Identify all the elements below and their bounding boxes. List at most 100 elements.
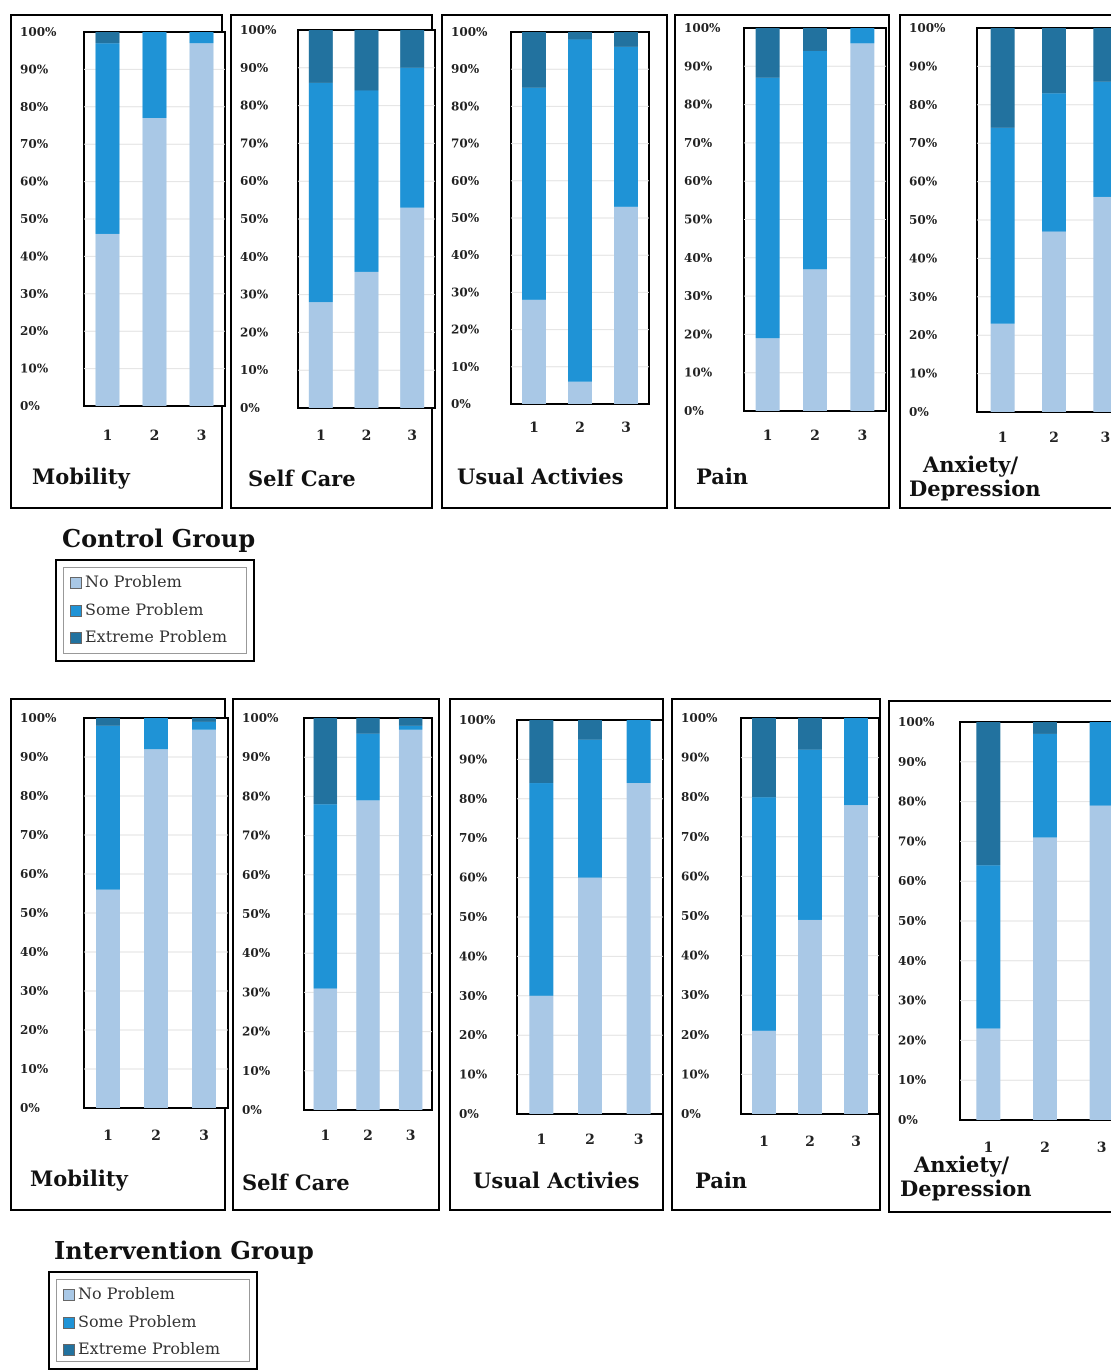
bar-segment-no-problem: [752, 1030, 776, 1114]
intervention-chart-anxiety-depression: 0% 10% 20% 30% 40% 50% 60% 70% 80% 90% 100% 1 2 3: [898, 715, 1111, 1156]
y-tick-label: 90%: [909, 59, 938, 73]
y-tick-label: 50%: [459, 910, 488, 924]
y-tick-label: 70%: [459, 831, 488, 845]
y-tick-label: 80%: [242, 789, 271, 803]
chart-title-line-2: Depression: [909, 476, 1041, 501]
bar-segment-extreme-problem: [803, 28, 827, 51]
bar-segment-no-problem: [1042, 231, 1066, 412]
bar-segment-no-problem: [308, 302, 333, 408]
bar-segment-some-problem: [578, 739, 602, 878]
x-tick-label: 1: [529, 420, 539, 436]
x-tick-label: 1: [763, 428, 773, 444]
intervention-chart-pain-panel: 0% 10% 20% 30% 40% 50% 60% 70% 80% 90% 100% 1 2 3 Pai…: [671, 698, 881, 1211]
y-tick-label: 0%: [20, 399, 40, 413]
intervention-chart-pain: 0% 10% 20% 30% 40% 50% 60% 70% 80% 90% 100% 1 2 3: [681, 711, 880, 1150]
bar-segment-some-problem: [803, 50, 827, 270]
y-tick-label: 50%: [898, 914, 927, 928]
chart-title: Usual Activies: [473, 1168, 640, 1193]
x-tick-label: 1: [316, 428, 326, 444]
control-chart-usual-activies: 0% 10% 20% 30% 40% 50% 60% 70% 80% 90% 100% 1 2 3: [451, 25, 650, 436]
bar-segment-no-problem: [356, 800, 380, 1110]
control-chart-pain: 0% 10% 20% 30% 40% 50% 60% 70% 80% 90% 100% 1 2 3: [684, 21, 887, 444]
control-chart-usual-activies-panel: 0% 10% 20% 30% 40% 50% 60% 70% 80% 90% 100% 1 2 3 Usu…: [441, 14, 668, 509]
x-tick-label: 2: [1049, 430, 1059, 446]
y-tick-label: 100%: [20, 25, 57, 39]
chart-title-line-2: Depression: [900, 1176, 1032, 1201]
y-tick-label: 100%: [909, 21, 946, 35]
bar-segment-no-problem: [755, 338, 780, 411]
bar-segment-some-problem: [95, 43, 120, 234]
legend-label: No Problem: [78, 1284, 175, 1303]
bar-segment-no-problem: [798, 919, 822, 1114]
control-chart-anxiety-depression-panel: 0% 10% 20% 30% 40% 50% 60% 70% 80% 90% 100% 1 2 3 Anx…: [899, 14, 1111, 509]
bar-segment-no-problem: [1033, 837, 1057, 1120]
bar-segment-some-problem: [142, 32, 167, 119]
legend-frame: No Problem Some Problem Extreme Problem: [56, 1279, 250, 1362]
bar-segment-no-problem: [850, 43, 875, 411]
bar-segment-some-problem: [354, 90, 379, 272]
x-tick-label: 3: [1097, 1140, 1107, 1156]
y-tick-label: 10%: [20, 362, 49, 376]
x-tick-label: 3: [406, 1128, 416, 1144]
y-tick-label: 90%: [898, 755, 927, 769]
intervention-group-title: Intervention Group: [54, 1236, 314, 1265]
y-tick-label: 60%: [242, 868, 271, 882]
bar-segment-no-problem: [96, 889, 120, 1108]
y-tick-label: 40%: [684, 251, 713, 265]
y-tick-label: 0%: [681, 1107, 701, 1121]
x-tick-label: 3: [621, 420, 631, 436]
y-tick-label: 40%: [909, 251, 938, 265]
bar-segment-extreme-problem: [354, 30, 379, 91]
y-tick-label: 80%: [681, 790, 710, 804]
y-tick-label: 30%: [240, 288, 269, 302]
chart-title: Self Care: [248, 466, 356, 491]
y-tick-label: 20%: [20, 324, 49, 338]
control-group-title: Control Group: [62, 524, 256, 553]
bar-segment-extreme-problem: [1033, 722, 1057, 734]
x-tick-label: 2: [151, 1128, 161, 1144]
y-tick-label: 40%: [20, 249, 49, 263]
y-tick-label: 50%: [451, 211, 480, 225]
y-tick-label: 80%: [684, 98, 713, 112]
bar-segment-extreme-problem: [398, 718, 423, 726]
control-legend: No Problem Some Problem Extreme Problem: [55, 559, 255, 662]
x-tick-label: 2: [150, 428, 160, 444]
x-tick-label: 2: [363, 1128, 373, 1144]
y-tick-label: 0%: [898, 1113, 918, 1127]
intervention-chart-mobility: 0% 10% 20% 30% 40% 50% 60% 70% 80% 90% 100% 1 2 3: [20, 711, 229, 1144]
legend-swatch-no-problem: [70, 576, 82, 589]
bar-segment-some-problem: [798, 749, 822, 920]
intervention-chart-mobility-panel: 0% 10% 20% 30% 40% 50% 60% 70% 80% 90% 100% 1 2 3 Mob…: [10, 698, 229, 1211]
legend-item-no-problem: No Problem: [63, 1284, 175, 1303]
chart-title: Mobility: [32, 464, 130, 489]
y-tick-label: 30%: [20, 984, 49, 998]
legend-label: No Problem: [85, 572, 182, 591]
intervention-chart-usual-activies: 0% 10% 20% 30% 40% 50% 60% 70% 80% 90% 100% 1 2 3: [459, 713, 664, 1148]
legend-label: Some Problem: [78, 1312, 197, 1331]
y-tick-label: 40%: [898, 954, 927, 968]
chart-title: Mobility: [30, 1166, 128, 1191]
bar-segment-some-problem: [356, 733, 380, 801]
bar-segment-no-problem: [400, 207, 425, 408]
y-tick-label: 10%: [459, 1068, 488, 1082]
bar-segment-extreme-problem: [755, 28, 780, 78]
y-tick-label: 10%: [240, 363, 269, 377]
y-tick-label: 0%: [451, 397, 471, 411]
y-tick-label: 40%: [20, 945, 49, 959]
y-tick-label: 50%: [20, 212, 49, 226]
y-tick-label: 80%: [898, 795, 927, 809]
y-tick-label: 100%: [20, 711, 57, 725]
bar-segment-some-problem: [850, 28, 875, 44]
legend-frame: No Problem Some Problem Extreme Problem: [63, 567, 247, 654]
intervention-chart-self-care: 0% 10% 20% 30% 40% 50% 60% 70% 80% 90% 100% 1 2 3: [242, 711, 433, 1144]
y-tick-label: 90%: [20, 750, 49, 764]
y-tick-label: 70%: [242, 829, 271, 843]
y-tick-label: 70%: [240, 136, 269, 150]
y-tick-label: 20%: [451, 323, 480, 337]
legend-item-no-problem: No Problem: [70, 572, 182, 591]
y-tick-label: 40%: [459, 949, 488, 963]
y-tick-label: 40%: [451, 248, 480, 262]
bar-segment-some-problem: [990, 127, 1015, 324]
control-chart-mobility: 0% 10% 20% 30% 40% 50% 60% 70% 80% 90% 100% 1 2 3: [20, 25, 226, 444]
y-tick-label: 40%: [240, 250, 269, 264]
